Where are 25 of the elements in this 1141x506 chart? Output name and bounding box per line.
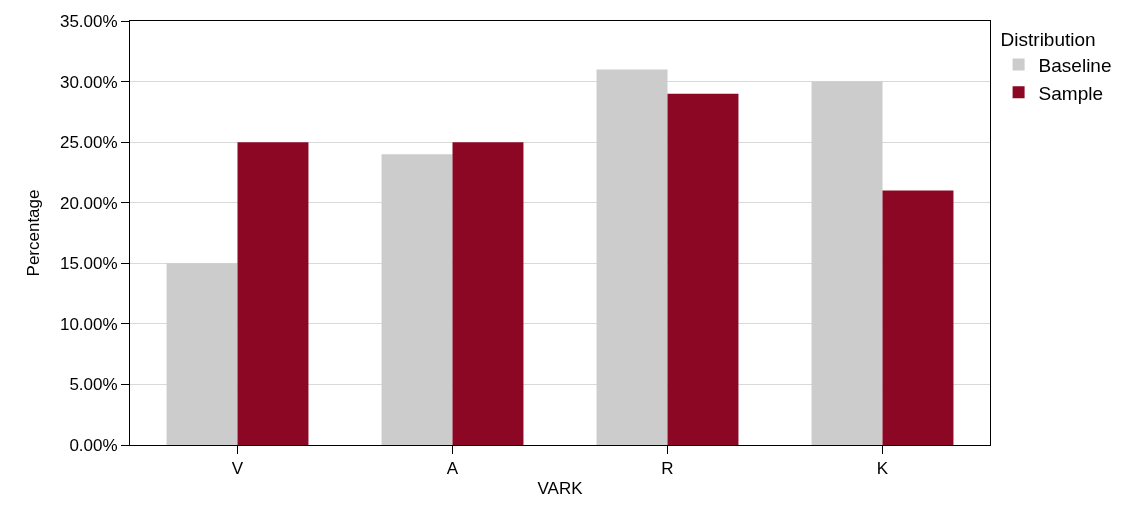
y-tick-label: 15.00% [59,254,118,274]
bar [381,154,453,445]
bar [667,93,739,445]
legend-title: Distribution [1000,28,1096,50]
bar [166,263,238,445]
x-tick-label: R [661,459,674,479]
y-tick-label: 0.00% [69,435,118,455]
x-axis-title: VARK [537,478,584,498]
y-tick-label: 10.00% [59,314,118,334]
bar [596,69,668,445]
y-axis-title: Percentage [24,189,44,277]
bar [811,81,883,445]
bar [882,190,954,445]
legend-label: Baseline [1038,54,1112,76]
x-tick-label: A [446,459,459,479]
legend-label: Sample [1038,82,1104,104]
x-tick-label: K [876,459,889,479]
y-tick-label: 20.00% [59,193,118,213]
x-tick-label: V [231,459,244,479]
y-tick-label: 25.00% [59,133,118,153]
bar [237,142,309,445]
y-tick-label: 5.00% [69,375,118,395]
y-tick-label: 30.00% [59,72,118,92]
bar [452,142,524,445]
y-tick-label: 35.00% [59,11,118,31]
